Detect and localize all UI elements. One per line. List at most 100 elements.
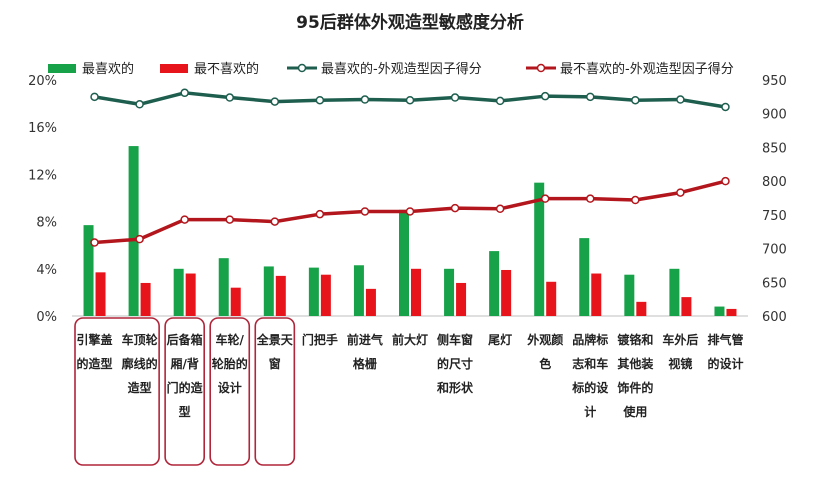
line-point — [586, 92, 595, 102]
bar-least-favorite — [726, 308, 737, 316]
line-point — [540, 194, 550, 203]
category-label: 镀铬和 — [617, 332, 653, 347]
legend-label: 最不喜欢的-外观造型因子得分 — [560, 61, 734, 77]
category-label: 设计 — [218, 380, 242, 395]
category-label: 外观颜 — [527, 332, 563, 347]
lines — [90, 88, 730, 247]
line-point — [405, 95, 415, 105]
line-point — [225, 215, 234, 224]
bar-least-favorite — [140, 282, 151, 316]
bar-favorite — [489, 251, 500, 316]
category-label: 格栅 — [353, 356, 377, 371]
category-label: 车顶轮 — [122, 332, 159, 347]
category-label: 侧车窗 — [437, 332, 473, 347]
right-tick-label: 600 — [762, 310, 787, 325]
highlight-box — [74, 317, 160, 466]
category-label: 车轮/ — [216, 332, 245, 347]
line-point — [676, 95, 685, 104]
bar-favorite — [128, 146, 139, 316]
highlight-box — [209, 317, 251, 466]
line-point — [631, 195, 640, 205]
category-label: 的设计 — [707, 356, 743, 371]
highlight-box — [254, 317, 296, 466]
left-tick-label: 12% — [28, 168, 57, 183]
legend-label: 最不喜欢的 — [194, 61, 259, 77]
left-tick-label: 20% — [28, 74, 57, 89]
line-point — [495, 204, 505, 214]
bar-least-favorite — [230, 287, 241, 316]
line-point — [270, 217, 280, 226]
category-label: 视镜 — [668, 356, 692, 371]
highlight-box — [164, 317, 205, 466]
category-label: 造型 — [128, 380, 152, 395]
category-label: 全景天 — [256, 332, 294, 347]
bar-favorite — [308, 267, 319, 316]
legend-swatch — [48, 64, 76, 73]
bar-least-favorite — [456, 282, 467, 316]
line-point — [721, 102, 730, 112]
highlight-boxes — [74, 317, 296, 466]
left-y-axis: 0% 4% 8% 12% 16% 20% — [28, 74, 57, 325]
chart-title: 95后群体外观造型敏感度分析 — [296, 12, 524, 33]
category-label: 志和车 — [572, 356, 608, 371]
legend-label: 最喜欢的 — [82, 61, 134, 77]
category-label: 尾灯 — [488, 332, 512, 347]
line-point — [360, 95, 370, 104]
category-label: 饰件的 — [617, 380, 653, 395]
bar-least-favorite — [591, 273, 602, 316]
category-label: 车外后 — [662, 332, 698, 347]
left-tick-label: 8% — [36, 216, 57, 231]
line-point — [135, 100, 144, 109]
category-label: 品牌标 — [572, 332, 608, 347]
bar-favorite — [534, 182, 545, 316]
category-label: 使用 — [622, 404, 647, 419]
right-tick-label: 750 — [762, 209, 787, 224]
line-point — [180, 88, 189, 98]
bar-favorite — [353, 265, 364, 316]
bar-least-favorite — [411, 268, 421, 316]
category-label: 标的设 — [571, 380, 609, 395]
line-point — [360, 207, 370, 216]
right-y-axis: 600 650 700 750 800 850 900 950 — [762, 74, 787, 325]
legend: 最喜欢的 最不喜欢的 最喜欢的-外观造型因子得分 最不喜欢的-外观造型因子得分 — [48, 61, 734, 77]
category-label: 的尺寸 — [437, 356, 473, 371]
line-point — [405, 207, 415, 216]
line-point — [450, 203, 460, 213]
bar-favorite — [173, 268, 184, 316]
category-label: 厢/背 — [170, 356, 198, 371]
right-tick-label: 700 — [762, 243, 787, 258]
bar-favorite — [218, 258, 229, 316]
line-point — [676, 188, 685, 197]
bar-least-favorite — [365, 288, 376, 316]
line-point — [270, 97, 280, 106]
category-label: 其他装 — [617, 356, 653, 371]
line-point — [495, 96, 505, 106]
line-point — [315, 95, 325, 105]
category-label: 的造型 — [77, 356, 113, 371]
bar-favorite — [579, 238, 590, 316]
bar-least-favorite — [320, 274, 331, 316]
legend-marker — [536, 63, 546, 73]
line-point — [721, 176, 730, 186]
bar-favorite — [399, 209, 409, 316]
category-label: 排气管 — [707, 332, 743, 347]
line-point — [540, 91, 550, 101]
right-tick-label: 900 — [762, 108, 787, 123]
category-label: 计 — [584, 404, 596, 419]
line-point — [315, 209, 325, 219]
line-point — [90, 92, 99, 102]
left-tick-label: 16% — [28, 121, 57, 136]
right-tick-label: 950 — [762, 74, 787, 89]
category-label: 引擎盖 — [77, 332, 113, 347]
bar-least-favorite — [501, 269, 512, 316]
bar-least-favorite — [546, 281, 557, 316]
right-tick-label: 800 — [762, 175, 787, 190]
category-label: 色 — [539, 356, 551, 371]
line-point — [225, 93, 234, 102]
line-point — [90, 238, 99, 247]
bar-least-favorite — [681, 297, 692, 316]
left-tick-label: 4% — [36, 263, 57, 278]
legend-marker — [297, 63, 307, 73]
line-point — [450, 93, 460, 102]
bar-favorite — [669, 268, 680, 316]
